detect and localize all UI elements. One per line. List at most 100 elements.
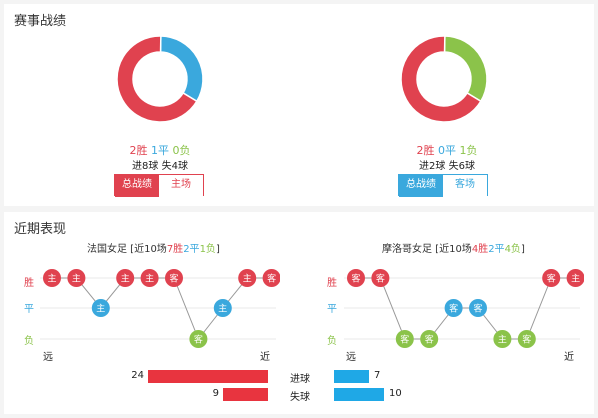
near-label: 近: [260, 352, 270, 363]
form-line: [52, 277, 272, 340]
goals-conceded: 失6球: [448, 161, 475, 172]
goals-scored: 进8球: [132, 161, 159, 172]
match-result-dot[interactable]: [371, 269, 390, 287]
recent-form-panel: 近期表现 法国女足 [近10场7胜2平1负] 摩洛哥女足 [近10场4胜2平4负…: [4, 212, 594, 414]
match-result-dot[interactable]: [493, 330, 512, 348]
form-prefix: [近10场: [432, 244, 472, 255]
lose-count: 4负: [504, 244, 521, 255]
tab-overall[interactable]: 总战绩: [399, 175, 443, 197]
form-suffix: ]: [215, 244, 220, 255]
draw-count: 0平: [438, 144, 456, 157]
away-stat-bar: [334, 388, 384, 401]
lose-count: 1负: [459, 144, 478, 157]
match-result-dot[interactable]: [213, 299, 232, 317]
form-line: [356, 277, 576, 340]
match-result-dot[interactable]: [116, 269, 135, 287]
venue-label: 主: [72, 273, 81, 285]
form-suffix: ]: [520, 244, 525, 255]
home-stat-value: 24: [131, 370, 144, 381]
match-result-dot[interactable]: [395, 330, 414, 348]
axis-label-win: 胜: [24, 278, 34, 289]
match-result-dot[interactable]: [469, 299, 487, 317]
venue-label: 客: [425, 334, 434, 346]
venue-label: 客: [267, 273, 276, 285]
venue-label: 客: [376, 273, 385, 285]
form-prefix: [近10场: [127, 244, 167, 255]
match-result-dot[interactable]: [420, 330, 439, 348]
venue-label: 客: [473, 303, 482, 315]
match-result-dot[interactable]: [517, 330, 536, 348]
venue-label: 客: [169, 273, 178, 285]
match-result-dot[interactable]: [165, 269, 183, 287]
home-form-title: 法国女足 [近10场7胜2平1负]: [87, 240, 220, 255]
match-result-dot[interactable]: [566, 269, 584, 287]
venue-label: 客: [194, 334, 203, 346]
stat-label: 进球: [290, 374, 310, 385]
match-result-dot[interactable]: [238, 269, 257, 287]
venue-label: 客: [400, 334, 409, 346]
away-record-tabs: 总战绩 客场: [398, 174, 488, 197]
goals-scored: 进2球: [419, 161, 446, 172]
away-goals-summary: 进2球 失6球: [387, 157, 507, 172]
venue-label: 主: [243, 273, 252, 285]
team-name: 法国女足: [87, 244, 127, 255]
match-result-dot[interactable]: [189, 330, 208, 348]
far-label: 远: [43, 352, 53, 363]
away-stat-value: 10: [389, 388, 402, 399]
venue-label: 主: [145, 273, 154, 285]
tab-home[interactable]: 主场: [159, 175, 203, 197]
venue-label: 主: [571, 273, 580, 285]
venue-label: 客: [449, 303, 458, 315]
venue-label: 客: [547, 273, 556, 285]
match-result-dot[interactable]: [140, 269, 159, 287]
home-record-donut: [116, 35, 204, 123]
venue-label: 客: [351, 273, 360, 285]
match-result-dot[interactable]: [262, 269, 280, 287]
team-name: 摩洛哥女足: [382, 244, 432, 255]
match-result-dot[interactable]: [91, 299, 110, 317]
home-stat-bar: [148, 370, 268, 383]
win-count: 4胜: [471, 244, 489, 255]
tab-away[interactable]: 客场: [443, 175, 487, 197]
venue-label: 主: [47, 273, 56, 285]
donut-slice: [159, 35, 204, 103]
match-result-dot[interactable]: [542, 269, 561, 287]
match-result-dot[interactable]: [43, 269, 61, 287]
win-count: 2胜: [129, 144, 148, 157]
match-result-dot[interactable]: [347, 269, 365, 287]
axis-label-draw: 平: [24, 304, 34, 315]
tab-overall[interactable]: 总战绩: [115, 175, 159, 197]
venue-label: 主: [96, 303, 105, 315]
home-record-tabs: 总战绩 主场: [114, 174, 204, 197]
axis-label-lose: 负: [24, 336, 34, 347]
stat-label: 失球: [290, 392, 310, 403]
away-stat-bar: [334, 370, 369, 383]
draw-count: 1平: [151, 144, 169, 157]
win-count: 7胜: [166, 244, 184, 255]
home-goals-summary: 进8球 失4球: [100, 157, 220, 172]
panel-title: 赛事战绩: [14, 14, 67, 29]
match-result-dot[interactable]: [444, 299, 463, 317]
donut-slice: [400, 35, 482, 123]
match-record-panel: 赛事战绩 2胜 1平 0负 进8球 失4球 总战绩 主场 2胜 0平 1负 进2…: [4, 4, 594, 206]
near-label: 近: [564, 352, 574, 363]
lose-count: 1负: [199, 244, 216, 255]
match-result-dot[interactable]: [67, 269, 86, 287]
donut-slice: [443, 35, 488, 103]
home-form-chart: 主主主主主客客主主客: [40, 269, 280, 348]
away-form-title: 摩洛哥女足 [近10场4胜2平4负]: [382, 240, 525, 255]
axis-label-lose: 负: [327, 336, 337, 347]
venue-label: 主: [498, 334, 507, 346]
venue-label: 主: [121, 273, 130, 285]
win-count: 2胜: [416, 144, 435, 157]
away-record-summary: 2胜 0平 1负: [387, 142, 507, 158]
venue-label: 客: [522, 334, 531, 346]
lose-count: 0负: [172, 144, 191, 157]
draw-count: 2平: [488, 244, 505, 255]
far-label: 远: [346, 352, 356, 363]
goals-conceded: 失4球: [161, 161, 188, 172]
away-record-donut: [400, 35, 488, 123]
home-record-summary: 2胜 1平 0负: [100, 142, 220, 158]
home-stat-value: 9: [212, 388, 219, 399]
axis-label-draw: 平: [327, 304, 337, 315]
